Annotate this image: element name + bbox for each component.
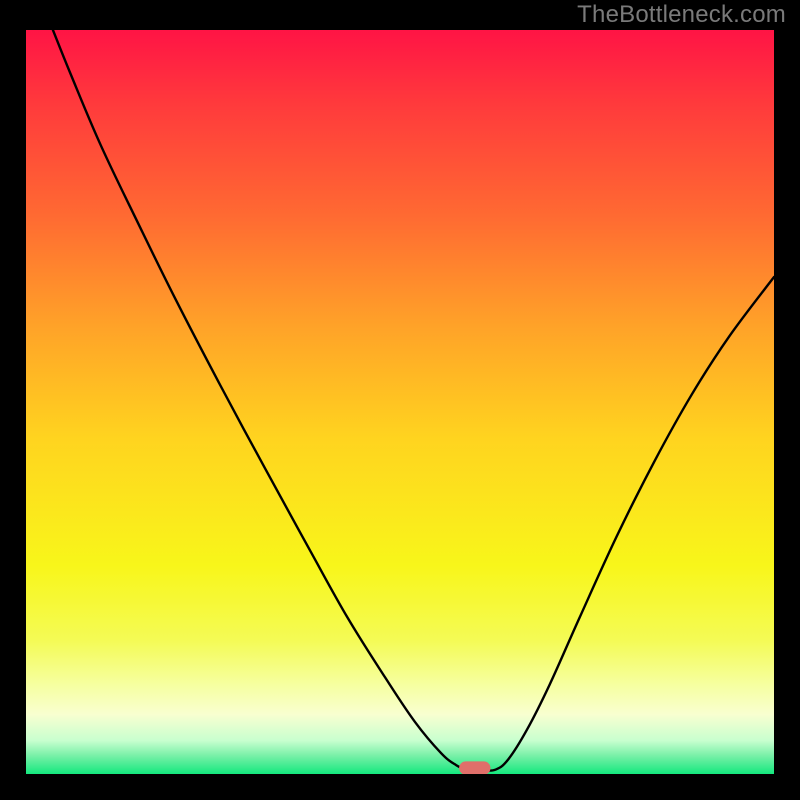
- chart-stage: TheBottleneck.com: [0, 0, 800, 800]
- watermark-text: TheBottleneck.com: [577, 0, 786, 30]
- plot-frame: [26, 30, 774, 774]
- gradient-background: [26, 30, 774, 774]
- bottom-marker: [459, 761, 490, 774]
- plot-svg: [26, 30, 774, 774]
